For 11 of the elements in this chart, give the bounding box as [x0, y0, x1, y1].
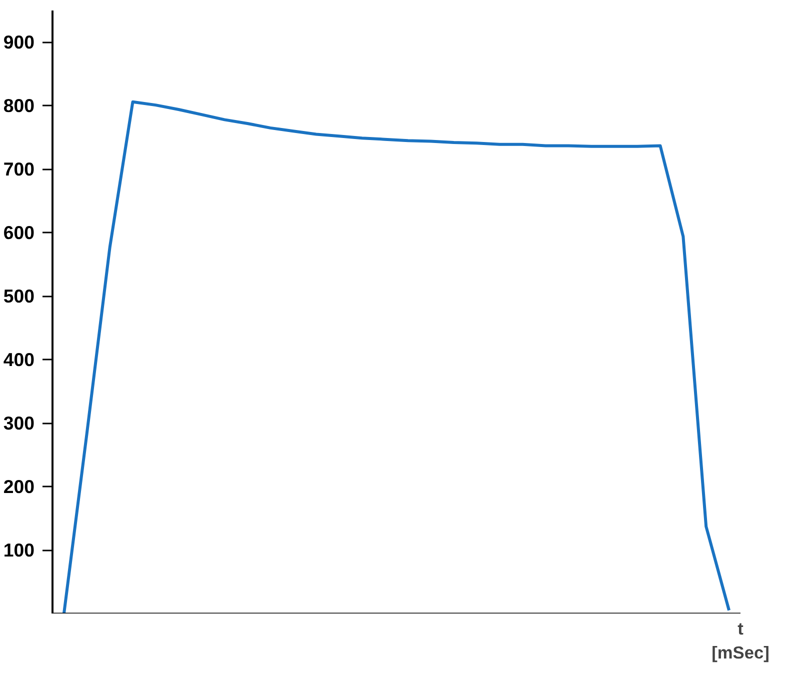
y-tick-label: 300	[3, 412, 35, 434]
y-tick-label: 800	[3, 95, 35, 116]
y-tick-label: 900	[3, 32, 35, 53]
y-tick-label: 100	[3, 540, 35, 561]
y-tick-label: 600	[3, 222, 35, 244]
x-axis-title: t [mSec]	[712, 618, 770, 662]
line-series	[62, 100, 731, 614]
y-tick-label: 400	[3, 349, 35, 370]
y-tick-label: 700	[3, 158, 35, 180]
y-tick-label: 500	[3, 286, 35, 307]
y-tick-label: 200	[3, 476, 35, 498]
